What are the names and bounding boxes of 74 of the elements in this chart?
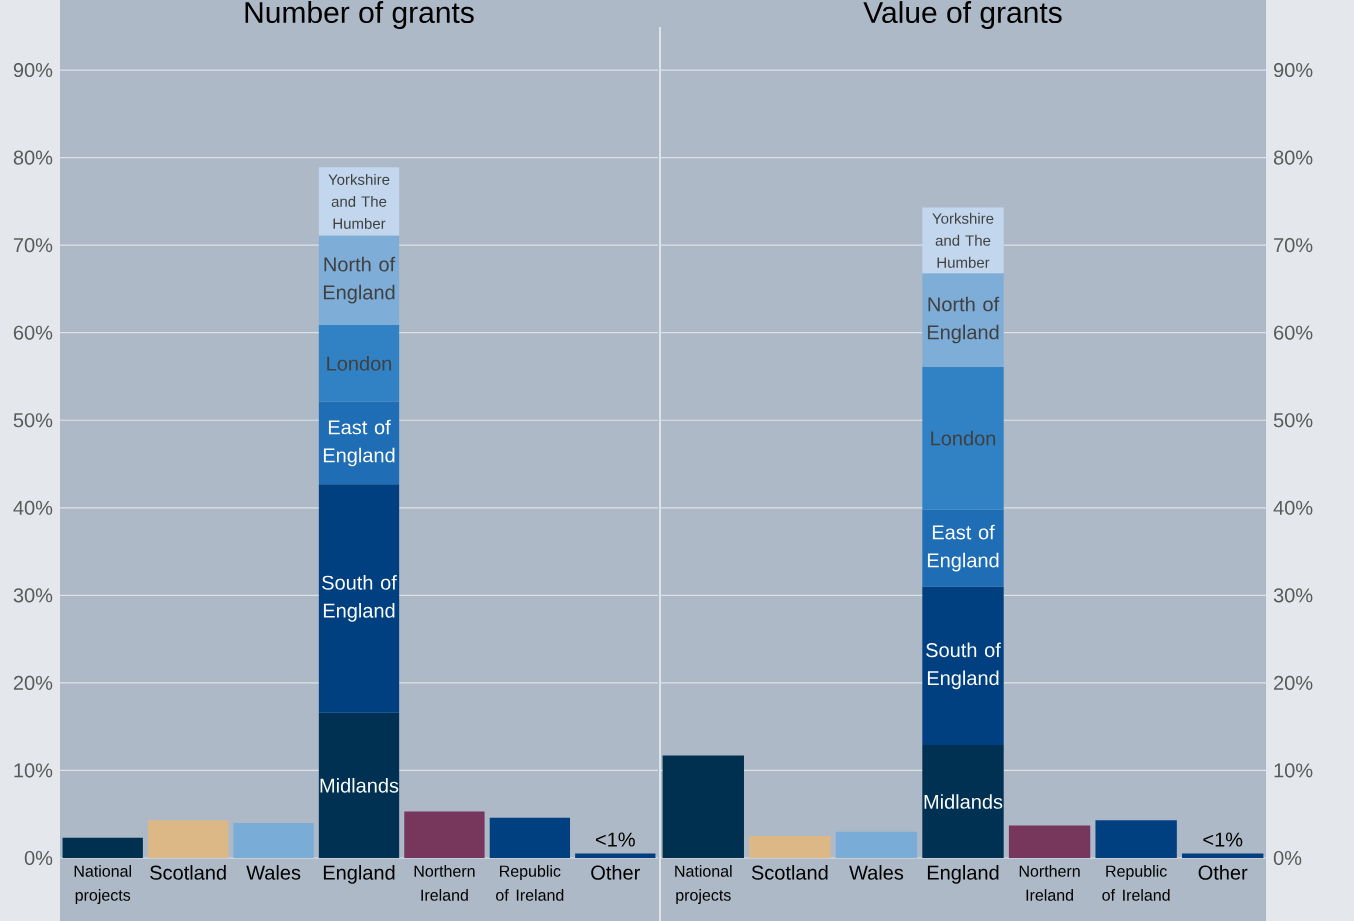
- bar: [318, 712, 400, 858]
- y-tick-label: 40%: [13, 500, 53, 515]
- bar: [318, 324, 400, 402]
- series-label: East of England: [927, 524, 999, 572]
- chart-title: Number of grants: [245, 1, 474, 30]
- x-tick-label: National projects: [74, 865, 131, 904]
- bar: [922, 586, 1004, 746]
- data-label: <1%: [1203, 832, 1243, 847]
- bar: [575, 853, 656, 858]
- y-tick-label: 80%: [1273, 150, 1313, 165]
- series-label: South of England: [926, 642, 1001, 690]
- y-tick-label: 70%: [1274, 238, 1313, 253]
- series-label: Yorkshire and The Humber: [932, 212, 994, 268]
- x-tick-label: Northern Ireland: [1019, 865, 1080, 901]
- bar: [835, 831, 918, 858]
- series-label: London: [931, 430, 996, 446]
- data-label: <1%: [595, 832, 635, 847]
- series-label: Midlands: [924, 794, 1003, 809]
- bar: [749, 836, 831, 858]
- y-tick-label: 60%: [13, 325, 53, 340]
- bar: [489, 817, 571, 858]
- bar: [62, 837, 143, 858]
- x-tick-label: Wales: [849, 865, 904, 880]
- series-label: Yorkshire and The Humber: [328, 173, 390, 229]
- bar: [318, 167, 400, 236]
- x-tick-label: Republic of Ireland: [1102, 865, 1170, 901]
- y-tick-label: 80%: [13, 150, 53, 165]
- x-tick-label: Other: [1198, 865, 1248, 880]
- bar: [318, 235, 400, 325]
- y-tick-label: 30%: [13, 588, 53, 603]
- y-tick-label: 60%: [1274, 325, 1313, 340]
- x-tick-label: England: [323, 865, 395, 884]
- x-tick-label: Scotland: [751, 865, 828, 880]
- y-tick-label: 50%: [1273, 413, 1313, 428]
- bar: [662, 755, 744, 858]
- bar: [922, 207, 1004, 274]
- bar: [404, 811, 485, 858]
- y-tick-label: 20%: [13, 675, 53, 690]
- bar: [922, 366, 1004, 510]
- series-label: North of England: [323, 256, 396, 304]
- y-tick-label: 90%: [1274, 62, 1313, 78]
- y-tick-label: 10%: [1274, 763, 1313, 778]
- y-tick-label: 90%: [13, 62, 53, 78]
- bar: [318, 484, 400, 713]
- series-label: East of England: [323, 419, 395, 467]
- y-tick-label: 0%: [1273, 850, 1302, 866]
- chart-title: Value of grants: [863, 1, 1062, 30]
- bar: [1182, 853, 1264, 858]
- bar: [922, 509, 1004, 587]
- bar: [922, 745, 1004, 858]
- bar: [318, 401, 400, 485]
- bar: [233, 822, 314, 858]
- bar: [1095, 820, 1177, 858]
- y-tick-label: 0%: [24, 850, 53, 866]
- y-tick-label: 40%: [1273, 500, 1313, 515]
- bar: [922, 273, 1004, 367]
- x-tick-label: Northern Ireland: [414, 865, 475, 901]
- x-tick-label: Other: [591, 865, 640, 880]
- y-tick-label: 10%: [14, 763, 53, 778]
- y-tick-label: 70%: [13, 238, 53, 253]
- y-tick-label: 50%: [13, 413, 53, 428]
- series-label: London: [327, 356, 392, 371]
- x-tick-label: England: [927, 865, 999, 884]
- bar: [147, 820, 229, 858]
- y-tick-label: 30%: [1273, 588, 1313, 603]
- series-label: North of England: [927, 296, 1000, 344]
- bar: [1008, 825, 1091, 858]
- x-tick-label: Republic of Ireland: [496, 865, 564, 901]
- y-tick-label: 20%: [1274, 675, 1313, 690]
- x-tick-label: Wales: [246, 865, 301, 880]
- series-label: South of England: [322, 575, 397, 622]
- x-tick-label: National projects: [675, 865, 732, 904]
- series-label: Midlands: [320, 777, 399, 793]
- x-tick-label: Scotland: [150, 865, 226, 880]
